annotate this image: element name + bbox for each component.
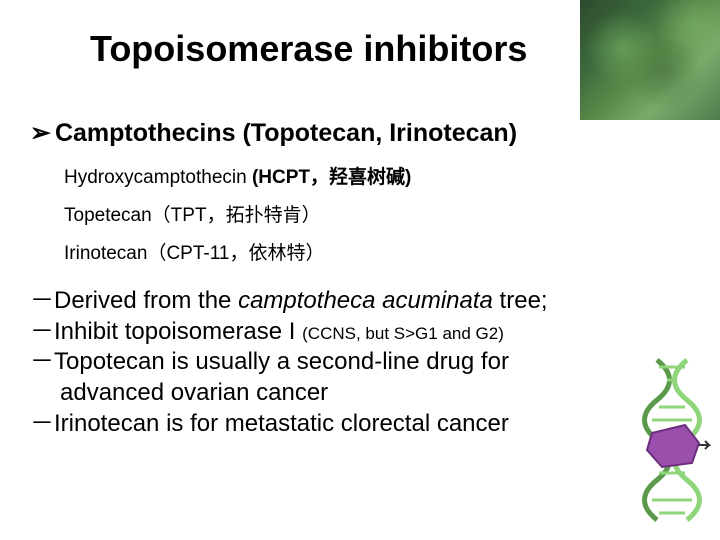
body-l2b: (CCNS, but S>G1 and G2) [302,324,504,343]
arrow-bullet-icon: ➢ [30,118,51,148]
body-line-4: －Irinotecan is for metastatic clorectal … [30,409,620,440]
body-line-3b: advanced ovarian cancer [30,378,620,409]
sub-irinotecan: Irinotecan（CPT-11，依林特） [64,238,324,265]
body-line-1: －Derived from the camptotheca acuminata … [30,286,620,317]
sub-hcpt-prefix: Hydroxycamptothecin [64,167,252,188]
dna-svg-icon [637,355,712,530]
sub-topotecan: Topetecan（TPT，拓扑特肯） [64,200,321,227]
body-l2a: －Inhibit topoisomerase I [30,318,302,345]
slide-title: Topoisomerase inhibitors [90,28,527,70]
sub-hcpt: Hydroxycamptothecin (HCPT，羟喜树碱) [64,162,411,189]
body-text: －Derived from the camptotheca acuminata … [30,286,620,440]
heading-camptothecins: ➢Camptothecins (Topotecan, Irinotecan) [30,118,517,148]
body-l1a: －Derived from the [30,287,238,314]
tree-photo [580,0,720,120]
heading-text: Camptothecins (Topotecan, Irinotecan) [55,119,517,147]
body-l3b-text: advanced ovarian cancer [60,379,328,406]
body-line-2: －Inhibit topoisomerase I (CCNS, but S>G1… [30,317,620,348]
sub-hcpt-bold: (HCPT，羟喜树碱) [252,167,411,188]
dna-diagram [637,355,712,530]
body-line-3: －Topotecan is usually a second-line drug… [30,347,620,378]
body-l1b: camptotheca acuminata [238,287,493,314]
body-l1c: tree; [493,287,548,314]
